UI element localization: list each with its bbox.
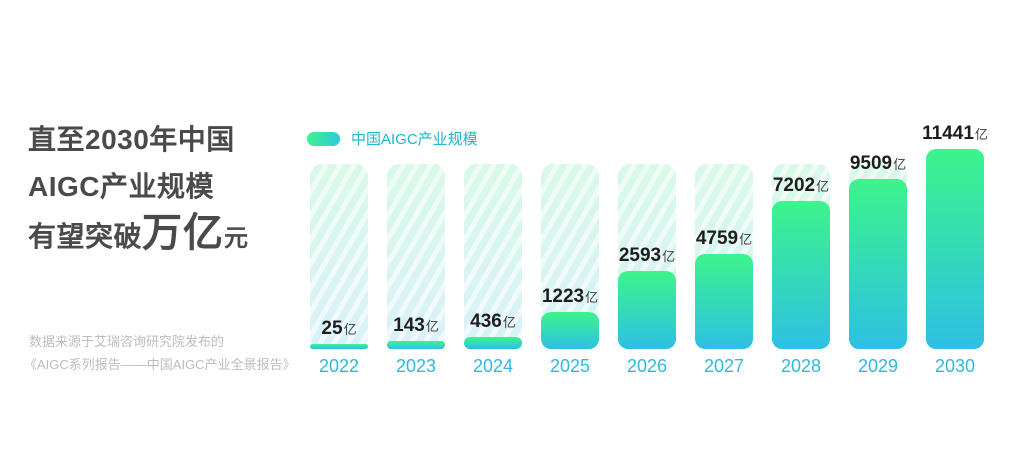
bar-value-number: 9509 — [849, 153, 893, 174]
bar-value-label: 1223亿 — [542, 287, 598, 306]
bar-value-label: 143亿 — [393, 316, 439, 335]
bar-column-2024: 436亿 2024 — [464, 114, 522, 376]
bar-value-number: 7202 — [772, 175, 816, 196]
bar-value-unit: 亿 — [974, 127, 988, 142]
x-tick-label-2023: 2023 — [395, 356, 437, 376]
bar-column-2022: 25亿 2022 — [310, 114, 368, 376]
bar-column-2027: 4759亿 2027 — [695, 114, 753, 376]
bar-value-unit: 亿 — [662, 249, 676, 264]
x-tick-label-2025: 2025 — [549, 356, 591, 376]
headline-line-3-prefix: 有望突破 — [28, 221, 143, 252]
bar-value-number: 1223 — [541, 286, 585, 307]
headline-line-2: AIGC产业规模 — [28, 171, 215, 202]
legend-swatch-icon — [307, 131, 340, 146]
bar-value-label: 25亿 — [321, 319, 356, 338]
bar-column-2029: 9509亿 2029 — [849, 114, 907, 376]
bar-value-unit: 亿 — [343, 322, 357, 337]
x-tick-label-2026: 2026 — [626, 356, 668, 376]
bar-value-unit: 亿 — [893, 157, 907, 172]
bar-2022 — [310, 344, 368, 349]
bar-2028 — [772, 201, 830, 349]
bar-value-unit: 亿 — [739, 232, 753, 247]
bar-placeholder — [387, 164, 445, 349]
x-tick-label-2030: 2030 — [934, 356, 976, 376]
bar-value-label: 11441亿 — [922, 124, 988, 143]
bar-value-label: 436亿 — [470, 312, 516, 331]
headline-line-1: 直至2030年中国 — [28, 124, 235, 155]
x-tick-label-2024: 2024 — [472, 356, 514, 376]
bar-column-2030: 11441亿 2030 — [922, 114, 988, 376]
bar-value-unit: 亿 — [425, 319, 439, 334]
x-tick-label-2022: 2022 — [318, 356, 360, 376]
bar-value-number: 2593 — [618, 245, 662, 266]
bar-2027 — [695, 254, 753, 349]
headline-line-3: 有望突破万亿元 — [28, 210, 249, 262]
bar-value-unit: 亿 — [816, 179, 830, 194]
bar-value-number: 4759 — [695, 228, 739, 249]
bar-column-2028: 7202亿 2028 — [772, 114, 830, 376]
bar-placeholder — [464, 164, 522, 349]
bar-column-2025: 1223亿 2025 — [541, 114, 599, 376]
bar-chart: 25亿 2022 143亿 2023 436亿 2024 1223亿 2025 2593亿 202… — [310, 114, 988, 376]
source-line-2: 《AIGC系列报告——中国AIGC产业全景报告》 — [24, 357, 296, 372]
bar-value-unit: 亿 — [585, 290, 599, 305]
bar-value-label: 7202亿 — [773, 176, 829, 195]
source-line-1: 数据来源于艾瑞咨询研究院发布的 — [29, 334, 225, 349]
bar-column-2023: 143亿 2023 — [387, 114, 445, 376]
bar-column-2026: 2593亿 2026 — [618, 114, 676, 376]
x-tick-label-2027: 2027 — [703, 356, 745, 376]
x-tick-label-2029: 2029 — [857, 356, 899, 376]
bar-2026 — [618, 271, 676, 349]
headline-emphasis: 万亿 — [142, 211, 225, 255]
bar-value-number: 25 — [321, 318, 343, 339]
chart-legend: 中国AIGC产业规模 — [307, 128, 478, 149]
bar-value-label: 4759亿 — [696, 229, 752, 248]
bar-value-label: 2593亿 — [619, 246, 675, 265]
bar-2029 — [849, 179, 907, 349]
data-source-note: 数据来源于艾瑞咨询研究院发布的 《AIGC系列报告——中国AIGC产业全景报告》 — [24, 330, 296, 376]
headline-line-3-suffix: 元 — [224, 225, 249, 252]
bar-value-number: 143 — [393, 315, 425, 336]
legend-label: 中国AIGC产业规模 — [351, 131, 478, 148]
bar-value-number: 11441 — [922, 123, 974, 144]
bar-2023 — [387, 341, 445, 349]
bar-placeholder — [310, 164, 368, 349]
bar-value-number: 436 — [470, 311, 502, 332]
bar-2025 — [541, 312, 599, 349]
x-tick-label-2028: 2028 — [780, 356, 822, 376]
bar-value-label: 9509亿 — [850, 154, 906, 173]
bar-2024 — [464, 337, 522, 349]
bar-2030 — [926, 149, 984, 349]
headline: 直至2030年中国 AIGC产业规模 有望突破万亿元 — [28, 116, 249, 262]
bar-value-unit: 亿 — [502, 315, 516, 330]
